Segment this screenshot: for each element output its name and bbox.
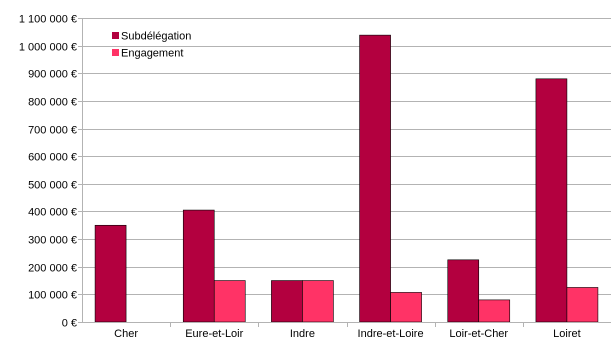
x-tick-label: Eure-et-Loir [185, 328, 243, 338]
y-tick-label: 700 000 € [28, 125, 77, 137]
y-tick-label: 200 000 € [28, 263, 77, 275]
legend-label-engagement: Engagement [121, 48, 183, 60]
bar-engagement [213, 280, 246, 323]
x-tick-label: Cher [114, 328, 138, 338]
bar-engagement [302, 280, 334, 323]
y-tick-label: 900 000 € [28, 69, 77, 81]
y-tick-label: 0 € [62, 318, 77, 330]
axes [82, 18, 611, 323]
bar-subdelegation [94, 224, 127, 323]
y-axis-tick-labels: 0 € 100 000 € 200 000 € 300 000 € 400 000 € 5… [19, 14, 77, 330]
y-tick-label: 600 000 € [28, 152, 77, 164]
y-tick-label: 300 000 € [28, 235, 77, 247]
x-tick-label: Indre [290, 328, 315, 338]
x-tick-label: Loir-et-Cher [449, 328, 508, 338]
legend-swatch-engagement [112, 49, 119, 56]
bars [94, 34, 599, 323]
bar-subdelegation [447, 259, 480, 323]
y-tick-label: 1 100 000 € [19, 14, 77, 26]
legend-label-subdelegation: Subdélégation [121, 31, 191, 43]
bar-subdelegation [535, 78, 568, 323]
legend-swatch-subdelegation [112, 32, 119, 39]
legend: Subdélégation Engagement [112, 31, 191, 60]
bar-subdelegation [359, 34, 391, 323]
y-tick-label: 400 000 € [28, 207, 77, 219]
bar-subdelegation [182, 209, 215, 323]
x-tick-label: Indre-et-Loire [358, 328, 424, 338]
x-axis-tick-labels: Cher Eure-et-Loir Indre Indre-et-Loire Loir-… [114, 328, 581, 338]
bar-engagement [478, 299, 511, 323]
y-tick-label: 800 000 € [28, 97, 77, 109]
y-tick-label: 500 000 € [28, 180, 77, 192]
x-tick-label: Loiret [553, 328, 581, 338]
y-tick-label: 100 000 € [28, 290, 77, 302]
bar-subdelegation [271, 280, 303, 323]
y-tick-label: 1 000 000 € [19, 42, 77, 54]
grid-lines [78, 18, 611, 327]
bar-engagement [566, 287, 599, 323]
bar-engagement [390, 292, 422, 323]
